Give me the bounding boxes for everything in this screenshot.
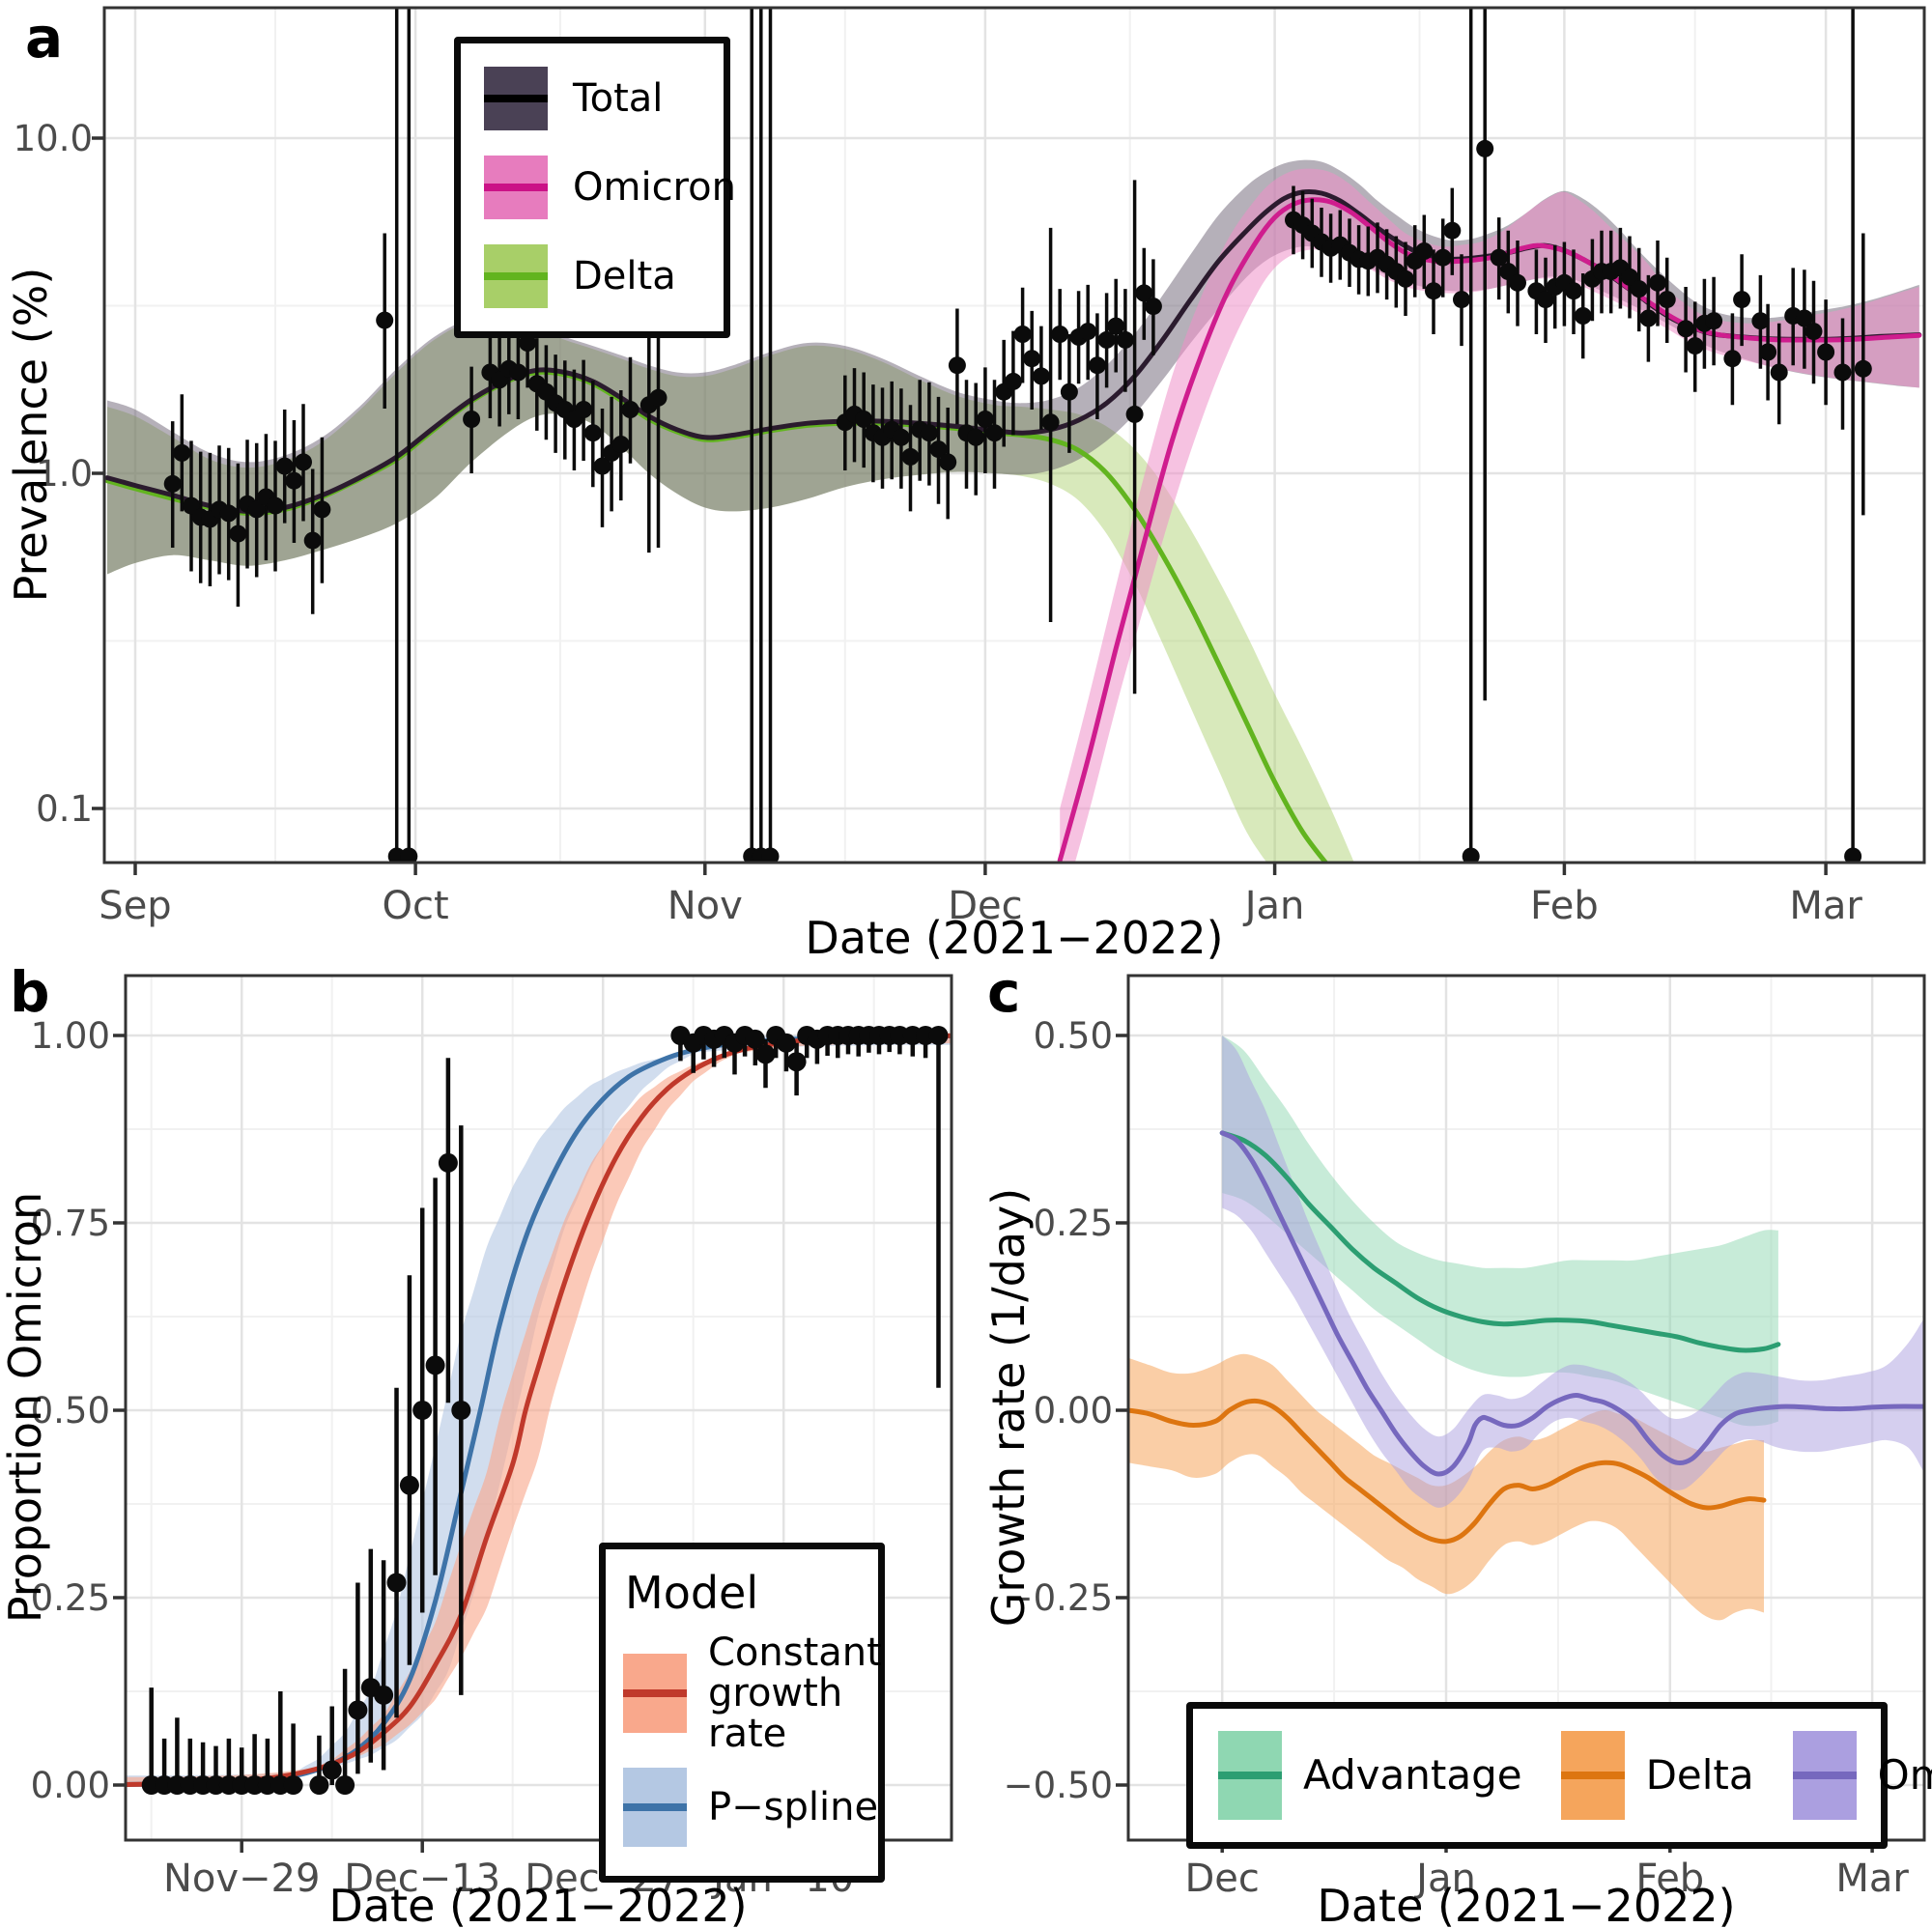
panel-c-y-tick-label: 0.25 <box>1034 1203 1113 1244</box>
panel-b-y-tick-label: 0.75 <box>31 1203 110 1244</box>
advantage-line-icon <box>1218 1772 1282 1779</box>
legend-entry-omicron: Omicron <box>484 156 736 219</box>
legend-entry-constant-growth: Constant growth rate <box>623 1632 882 1754</box>
delta-growth-swatch-icon <box>1560 1731 1625 1820</box>
panel-a-x-tick-label: Feb <box>1530 884 1599 928</box>
panel-c-y-tick-label: −0.25 <box>1004 1577 1113 1619</box>
legend-entry-total: Total <box>484 67 700 130</box>
advantage-swatch-icon <box>1218 1731 1282 1820</box>
total-line-icon <box>484 95 548 102</box>
panel-c-x-tick-label: Feb <box>1635 1857 1704 1901</box>
a-band-delta <box>107 317 1354 863</box>
b-error-bars <box>149 1035 941 1785</box>
panel-a-y-tick-label: 1.0 <box>36 453 93 495</box>
panel-b-letter: b <box>10 959 50 1025</box>
pspline-line-icon <box>623 1803 687 1811</box>
legend-label-omicron-growth: Omicron <box>1877 1750 1932 1799</box>
panel-a-letter: a <box>25 5 64 71</box>
legend-label-pspline: P−spline <box>708 1785 879 1829</box>
omicron-growth-swatch-icon <box>1792 1731 1857 1820</box>
panel-a-ticks <box>92 136 1828 875</box>
panel-c-tick-labels: Dec Jan Feb Mar 0.50 0.25 0.00 −0.25 −0.50 <box>1004 1015 1910 1901</box>
b-band-constant-growth-rate <box>126 1035 952 1785</box>
panel-a-y-tick-label: 0.1 <box>36 788 93 830</box>
legend-entry-delta: Delta <box>484 244 700 308</box>
panel-b-plot-area <box>126 1026 952 1795</box>
panel-b-y-axis-title: Proportion Omicron <box>0 1191 51 1624</box>
panel-b-legend: Model Constant growth rate P−spline <box>599 1543 885 1883</box>
panel-c-x-tick-label: Mar <box>1835 1857 1909 1901</box>
panel-a-x-tick-label: Nov <box>668 884 743 928</box>
c-line-delta <box>1128 1398 1767 1545</box>
panel-b-x-axis-title: Date (2021−2022) <box>328 1880 748 1928</box>
panel-b-y-tick-label: 0.25 <box>31 1577 110 1619</box>
pspline-swatch-icon <box>623 1768 687 1847</box>
panel-c-x-tick-label: Jan <box>1413 1857 1476 1901</box>
legend-label-omicron: Omicron <box>573 165 736 210</box>
panel-a: Sep Oct Nov Dec Jan Feb Mar 10.0 1.0 0.1 <box>14 6 1926 928</box>
legend-entry-pspline: P−spline <box>623 1768 878 1847</box>
panel-c-y-tick-label: −0.50 <box>1004 1765 1113 1806</box>
panel-b-border <box>124 974 953 1842</box>
delta-swatch-icon <box>484 244 548 308</box>
delta-line-icon <box>484 272 548 280</box>
b-data-points <box>141 1026 949 1795</box>
panel-b-y-tick-label: 0.00 <box>31 1765 110 1806</box>
panel-a-x-tick-label: Jan <box>1242 884 1305 928</box>
c-band-omicron <box>1222 1035 1923 1508</box>
legend-label-delta-growth: Delta <box>1645 1750 1754 1799</box>
panel-c-x-tick-label: Dec <box>1184 1857 1259 1901</box>
omicron-growth-line-icon <box>1792 1772 1857 1779</box>
legend-label-constant-growth: Constant growth rate <box>708 1630 882 1756</box>
constant-growth-swatch-icon <box>623 1654 687 1733</box>
panel-a-x-tick-label: Oct <box>383 884 449 928</box>
panel-b-y-tick-label: 1.00 <box>31 1015 110 1057</box>
total-swatch-icon <box>484 67 548 130</box>
panel-a-x-tick-label: Mar <box>1789 884 1862 928</box>
b-band-p-spline <box>126 1035 952 1785</box>
panel-c-y-axis-title: Growth rate (1/day) <box>981 1187 1035 1628</box>
panel-a-x-axis-title: Date (2021−2022) <box>805 912 1224 964</box>
panel-a-x-tick-label: Dec <box>948 884 1022 928</box>
panel-a-legend: Total Omicron Delta <box>454 37 736 338</box>
omicron-swatch-icon <box>484 156 548 219</box>
panel-b-x-tick-label: Dec−13 <box>344 1857 500 1901</box>
a-data-points <box>163 139 1872 863</box>
delta-growth-line-icon <box>1560 1772 1625 1779</box>
panel-c-y-tick-label: 0.00 <box>1034 1390 1113 1432</box>
c-line-omicron <box>1219 1130 1924 1477</box>
panel-a-border <box>102 6 1926 865</box>
panel-c-legend: Advantage Delta Omicron <box>1186 1702 1932 1849</box>
legend-label-total: Total <box>573 76 664 121</box>
panel-a-tick-labels: Sep Oct Nov Dec Jan Feb Mar 10.0 1.0 0.1 <box>14 118 1863 928</box>
panel-c-y-tick-label: 0.50 <box>1034 1015 1113 1057</box>
panel-b-y-tick-label: 0.50 <box>31 1390 110 1432</box>
panel-a-plot-area <box>104 8 1922 863</box>
legend-label-delta: Delta <box>573 254 676 298</box>
panel-a-x-tick-label: Sep <box>99 884 171 928</box>
c-line-advantage <box>1219 1130 1781 1353</box>
a-line-omicron <box>1057 197 1922 863</box>
panel-b-x-tick-label: Nov−29 <box>163 1857 320 1901</box>
legend-label-advantage: Advantage <box>1303 1750 1522 1799</box>
panel-c-plot-area <box>1128 1035 1924 1621</box>
constant-growth-line-icon <box>623 1689 687 1697</box>
panel-a-y-tick-label: 10.0 <box>14 118 93 159</box>
omicron-line-icon <box>484 184 548 191</box>
model-legend-title: Model <box>625 1567 759 1619</box>
panel-c-x-axis-title: Date (2021−2022) <box>1317 1880 1736 1928</box>
panel-a-y-axis-title: Prevalence (%) <box>4 267 57 603</box>
panel-c-letter: c <box>987 959 1021 1025</box>
panel-c: Dec Jan Feb Mar 0.50 0.25 0.00 −0.25 −0.50 <box>1004 974 1926 1901</box>
